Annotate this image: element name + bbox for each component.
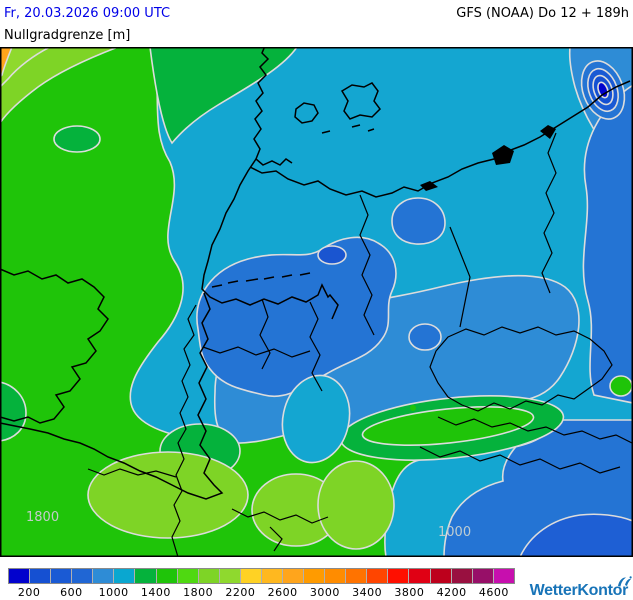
fill-600-800-blob-ne — [391, 197, 446, 245]
legend-color-swatch — [156, 569, 177, 583]
legend-value-label: 200 — [17, 586, 41, 599]
legend-color-swatch — [51, 569, 72, 583]
fill-1400-1600-tongue-core — [361, 406, 535, 446]
legend-color-swatch — [177, 569, 198, 583]
legend-color-swatch — [430, 569, 451, 583]
legend-value-label: 1800 — [183, 586, 214, 599]
border-swiss — [231, 508, 329, 552]
logo-swoosh-icon — [617, 573, 632, 592]
legend-color-swatch — [388, 569, 409, 583]
legend-value-label: 3400 — [352, 586, 383, 599]
map-frame — [0, 47, 633, 557]
border-state-3 — [202, 346, 311, 358]
legend-color-swatch — [219, 569, 240, 583]
fill-1800-2000-sw3 — [317, 460, 395, 550]
legend-color-swatch — [9, 569, 30, 583]
fill-400-600-spot — [317, 245, 347, 265]
legend-color-swatch — [304, 569, 325, 583]
fill-1200-1400-top-wedge — [149, 46, 299, 145]
legend-color-swatch — [493, 569, 514, 583]
legend-color-swatch — [93, 569, 114, 583]
legend-value-label: 2200 — [225, 586, 256, 599]
contour-fills — [0, 46, 633, 558]
fill-green-dot — [410, 405, 416, 411]
fill-1800-2000-sw1 — [87, 451, 249, 539]
legend-color-swatch — [72, 569, 93, 583]
legend-color-swatch — [30, 569, 51, 583]
coast-sjaelland-island — [340, 82, 381, 120]
parameter-title: Nullgradgrenze [m] — [4, 28, 131, 43]
legend-value-label: 1000 — [98, 586, 129, 599]
border-state-4 — [359, 194, 375, 336]
fill-1400-1600-spot-e — [609, 375, 633, 397]
border-austria-north — [437, 416, 633, 444]
fill-600-800-central-blob — [196, 236, 397, 398]
coast-north-sea — [201, 158, 339, 320]
border-czechia — [429, 326, 613, 412]
legend-color-swatch — [240, 569, 261, 583]
map-label-1000: 1000 — [438, 525, 471, 540]
legend-value-label: 3800 — [394, 586, 425, 599]
legend-color-swatch — [472, 569, 493, 583]
model-run-label: GFS (NOAA) Do 12 + 189h — [456, 6, 629, 21]
legend-color-swatch — [114, 569, 135, 583]
fill-1200-1400-oval-nw — [53, 125, 101, 153]
coast-england — [0, 268, 109, 424]
legend-color-swatch — [346, 569, 367, 583]
map-svg: 1800 1000 — [0, 45, 633, 558]
wetterkontor-logo: WetterKontor — [529, 576, 632, 600]
country-borders — [87, 132, 633, 558]
legend-color-swatch — [409, 569, 430, 583]
legend-color-swatch — [283, 569, 304, 583]
logo-text: WetterKontor — [529, 582, 629, 599]
border-state-5 — [449, 226, 471, 328]
map-label-1800: 1800 — [26, 510, 59, 525]
border-germany-west — [171, 304, 197, 558]
coast-jutland — [253, 45, 293, 166]
fill-1000-1200-inlet — [281, 374, 351, 464]
legend-color-swatch — [451, 569, 472, 583]
fill-1800-2000-nw — [0, 46, 119, 125]
coast-ruegen — [420, 125, 556, 191]
legend-color-swatch — [135, 569, 156, 583]
legend-value-label: 4200 — [436, 586, 467, 599]
legend-value-labels: 200 600 1000 1400 1800 2200 2600 3000 3400 3800 42… — [0, 586, 633, 599]
legend-color-swatch — [198, 569, 219, 583]
legend-color-swatch — [325, 569, 346, 583]
border-austria-south — [419, 446, 621, 474]
coastlines — [0, 45, 631, 500]
coast-netherlands — [0, 292, 224, 500]
fill-600-800-blob-s — [408, 323, 442, 351]
legend-value-label: 4600 — [478, 586, 509, 599]
legend-value-label: 3000 — [309, 586, 340, 599]
legend-colorbar — [8, 568, 515, 584]
border-belgium — [87, 468, 177, 478]
map-canvas: 1800 1000 — [0, 45, 633, 558]
legend-color-swatch — [367, 569, 388, 583]
legend-color-swatch — [261, 569, 283, 583]
legend-value-label: 600 — [60, 586, 83, 599]
bullseye-low-center — [580, 60, 626, 120]
fill-600-800-east — [582, 84, 633, 404]
border-state-1 — [309, 301, 323, 392]
coast-frisian-islands — [211, 272, 311, 288]
valid-datetime-label: Fr, 20.03.2026 09:00 UTC — [4, 6, 171, 21]
border-state-2 — [259, 298, 271, 370]
border-poland — [541, 132, 557, 294]
coast-small-isles — [321, 124, 375, 134]
legend-value-label: 1400 — [140, 586, 171, 599]
fill-400-600-se-strip — [518, 513, 633, 558]
legend-value-label: 2600 — [267, 586, 298, 599]
coast-fyn-island — [294, 102, 319, 124]
